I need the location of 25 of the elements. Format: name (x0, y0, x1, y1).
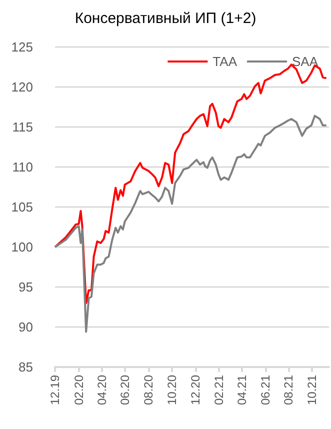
x-tick-label: 08.20 (142, 374, 156, 406)
x-tick-label: 02.20 (72, 374, 86, 406)
x-tick-label: 08.21 (282, 374, 296, 406)
y-tick-label: 110 (12, 160, 33, 174)
y-tick-label: 105 (11, 200, 33, 214)
x-tick-label: 06.20 (118, 374, 132, 406)
x-tick-label: 04.21 (234, 374, 249, 406)
legend-label: SAA (292, 54, 318, 69)
y-tick-label: 125 (11, 40, 33, 54)
x-tick-label: 02.21 (212, 374, 226, 406)
y-tick-label: 95 (18, 280, 33, 294)
y-tick-label: 100 (11, 240, 33, 254)
x-tick-label: 10.20 (165, 374, 180, 406)
line-series (54, 114, 328, 333)
x-tick-label: 06.21 (258, 374, 272, 406)
y-tick-label: 115 (12, 120, 33, 134)
x-tick-label: 12.20 (188, 374, 202, 406)
y-tick-label: 120 (11, 80, 33, 94)
chart-title: Консервативный ИП (1+2) (74, 10, 256, 27)
y-tick-label: 85 (18, 360, 33, 374)
legend-label: TAA (212, 54, 238, 69)
y-tick-label: 90 (18, 320, 33, 334)
x-tick-label: 10.21 (305, 374, 320, 406)
x-tick-label: 04.20 (94, 374, 109, 406)
x-tick-label: 12.19 (48, 374, 62, 406)
